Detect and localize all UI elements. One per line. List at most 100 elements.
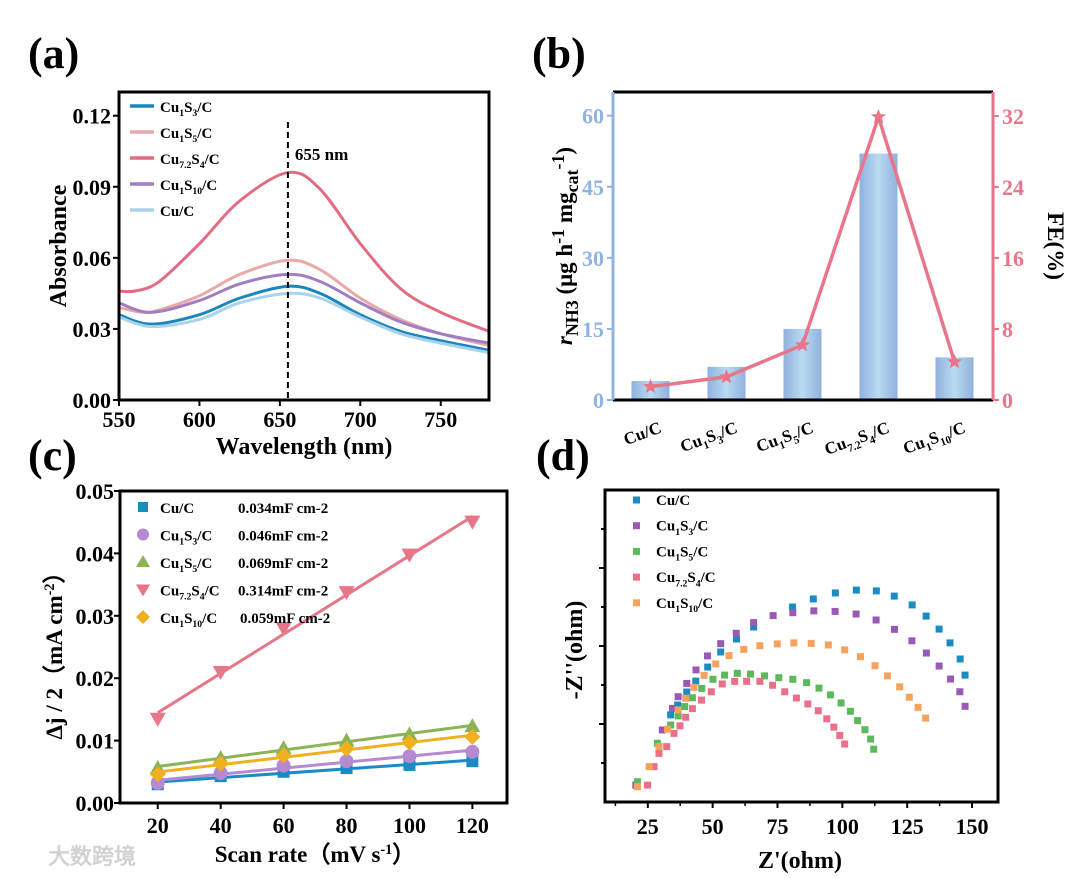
y-tick-label: 0.05 bbox=[76, 479, 115, 504]
subscript: 10 bbox=[688, 604, 698, 615]
circle-marker bbox=[150, 776, 165, 791]
legend-swatch bbox=[633, 547, 640, 555]
text-part: S bbox=[680, 519, 688, 535]
text-part: ) bbox=[552, 147, 577, 155]
nyquist-point-1 bbox=[674, 693, 682, 701]
legend-label: Cu1S3/C bbox=[656, 519, 708, 538]
triangle-down-marker bbox=[401, 548, 418, 563]
text-part: /C bbox=[792, 418, 815, 442]
fe-star-marker bbox=[870, 108, 887, 124]
panel-label-c: (c) bbox=[28, 431, 77, 480]
x-axis-label: Z'(ohm) bbox=[758, 848, 842, 874]
text-part: /C bbox=[196, 100, 212, 116]
legend-capacitance: 0.069mF cm-2 bbox=[238, 556, 328, 572]
y-axis-label: Δj / 2（mA cm-2） bbox=[41, 561, 67, 740]
nyquist-point-2 bbox=[854, 717, 862, 725]
text-part: Cu bbox=[678, 431, 705, 456]
nyquist-point-1 bbox=[810, 607, 818, 615]
nyquist-point-2 bbox=[688, 694, 696, 702]
nyquist-point-1 bbox=[769, 612, 777, 620]
text-part: S bbox=[680, 596, 688, 612]
subscript: 5 bbox=[688, 553, 693, 564]
triangle-down-marker bbox=[275, 622, 292, 637]
subscript: 5 bbox=[792, 434, 802, 447]
nyquist-point-3 bbox=[731, 677, 739, 685]
text-part: /C bbox=[201, 611, 217, 627]
x-tick-label: 650 bbox=[263, 407, 296, 432]
subscript: 3 bbox=[192, 537, 197, 548]
nyquist-point-4 bbox=[905, 693, 913, 701]
subscript: 1 bbox=[179, 186, 184, 197]
nyquist-point-4 bbox=[824, 641, 832, 649]
subscript: 4 bbox=[200, 592, 205, 603]
nyquist-point-0 bbox=[831, 589, 839, 597]
nyquist-point-3 bbox=[707, 688, 715, 696]
fit-line-0 bbox=[157, 758, 473, 784]
subscript: 4 bbox=[868, 434, 878, 447]
nyquist-point-4 bbox=[645, 763, 653, 771]
x-tick-label: 75 bbox=[767, 814, 789, 839]
text-part: -1 bbox=[380, 842, 392, 858]
nyquist-point-4 bbox=[841, 646, 849, 654]
category-label: Cu1S5/C bbox=[754, 418, 817, 460]
legend-swatch bbox=[633, 573, 640, 581]
triangle-down-marker bbox=[338, 586, 355, 601]
x-tick-label: 60 bbox=[273, 813, 295, 838]
legend-label: Cu1S10/C bbox=[160, 611, 217, 630]
nyquist-point-3 bbox=[804, 700, 812, 708]
legend-label: Cu7.2S4/C bbox=[160, 584, 220, 603]
y-tick-label-right: 0 bbox=[1002, 388, 1013, 413]
text-part: S bbox=[184, 126, 192, 142]
nyquist-point-0 bbox=[935, 625, 943, 633]
circle-marker bbox=[402, 749, 417, 764]
nyquist-point-4 bbox=[682, 694, 690, 702]
subscript: 5 bbox=[192, 134, 197, 145]
nyquist-point-2 bbox=[867, 735, 875, 743]
y-tick-label-left: 30 bbox=[582, 246, 604, 271]
text-part: ） bbox=[41, 561, 67, 584]
nyquist-point-3 bbox=[682, 713, 690, 721]
y-tick-label: 0.09 bbox=[73, 175, 112, 200]
nyquist-point-2 bbox=[733, 669, 741, 677]
x-tick-label: 750 bbox=[424, 407, 457, 432]
nyquist-point-3 bbox=[841, 740, 849, 748]
nyquist-point-4 bbox=[700, 671, 708, 679]
nyquist-point-0 bbox=[922, 612, 930, 620]
diamond-marker bbox=[275, 747, 292, 764]
x-tick-label: 550 bbox=[103, 407, 136, 432]
nyquist-point-0 bbox=[789, 603, 797, 611]
y-tick-label: 0.12 bbox=[73, 104, 112, 129]
text-part: /C bbox=[692, 519, 708, 535]
subscript: 1 bbox=[179, 537, 184, 548]
y-tick-label-right: 16 bbox=[1002, 246, 1024, 271]
panel-label-d: (d) bbox=[536, 431, 590, 480]
y-tick-label: 0.06 bbox=[73, 246, 112, 271]
nyquist-point-0 bbox=[946, 639, 954, 647]
x-tick-label: 80 bbox=[336, 813, 358, 838]
nyquist-point-3 bbox=[756, 677, 764, 685]
y-tick-label: 0.00 bbox=[76, 791, 115, 816]
nyquist-point-1 bbox=[961, 702, 969, 710]
legend-capacitance: 0.034mF cm-2 bbox=[238, 501, 328, 517]
category-label: Cu1S3/C bbox=[678, 418, 741, 460]
nyquist-point-3 bbox=[663, 743, 671, 751]
legend-label: Cu/C bbox=[160, 501, 194, 517]
panel-label-a: (a) bbox=[28, 29, 79, 78]
subscript: 10 bbox=[192, 619, 202, 630]
triangle-down-marker bbox=[464, 515, 481, 530]
text-part: /C bbox=[716, 418, 739, 442]
y-axis-label: Absorbance bbox=[46, 184, 72, 307]
subscript: 10 bbox=[939, 434, 954, 449]
y-tick-label: 0.03 bbox=[73, 317, 112, 342]
text-part: Cu bbox=[160, 529, 179, 545]
bar bbox=[859, 153, 898, 400]
legend-swatch bbox=[633, 496, 640, 504]
fe-star-marker bbox=[642, 378, 659, 394]
text-part: /C bbox=[868, 418, 891, 442]
text-part: /C bbox=[204, 152, 220, 168]
y-tick-label: 0.04 bbox=[76, 541, 115, 566]
nyquist-point-1 bbox=[852, 610, 860, 618]
nyquist-point-4 bbox=[756, 642, 764, 650]
x-tick-label: 125 bbox=[891, 814, 924, 839]
legend-swatch bbox=[633, 522, 640, 530]
